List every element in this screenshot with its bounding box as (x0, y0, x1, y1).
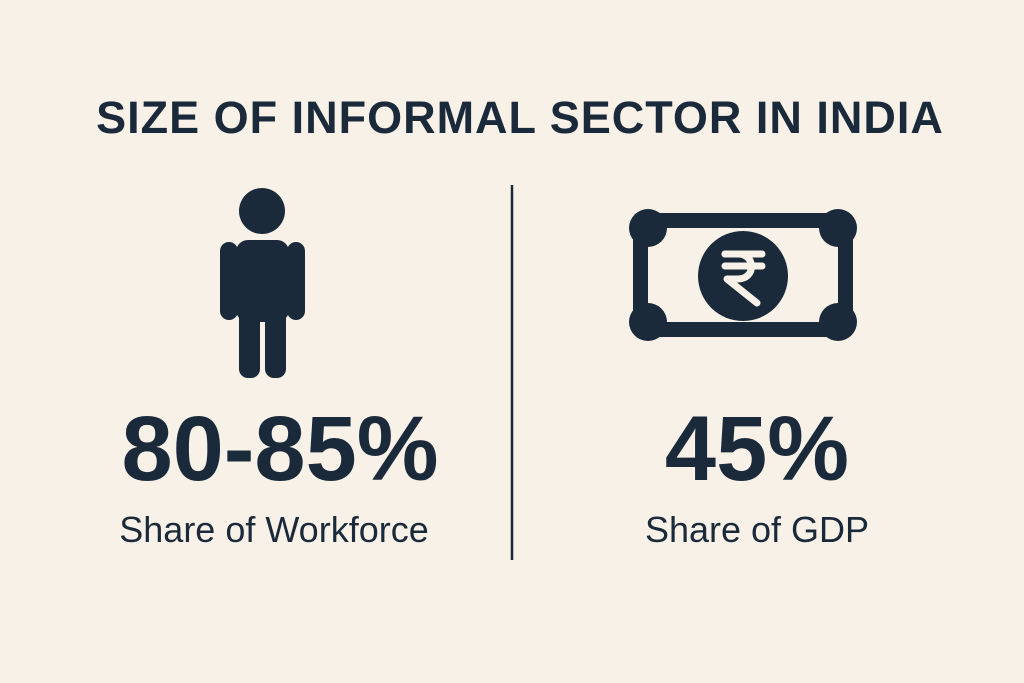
title: SIZE OF INFORMAL SECTOR IN INDIA (96, 92, 944, 143)
stat-label: Share of Workforce (119, 509, 428, 550)
person-icon (220, 188, 305, 378)
money-icon (629, 209, 857, 341)
stat-label: Share of GDP (645, 509, 869, 550)
stat-value: 80-85% (121, 398, 438, 500)
stat-value: 45% (665, 398, 849, 500)
